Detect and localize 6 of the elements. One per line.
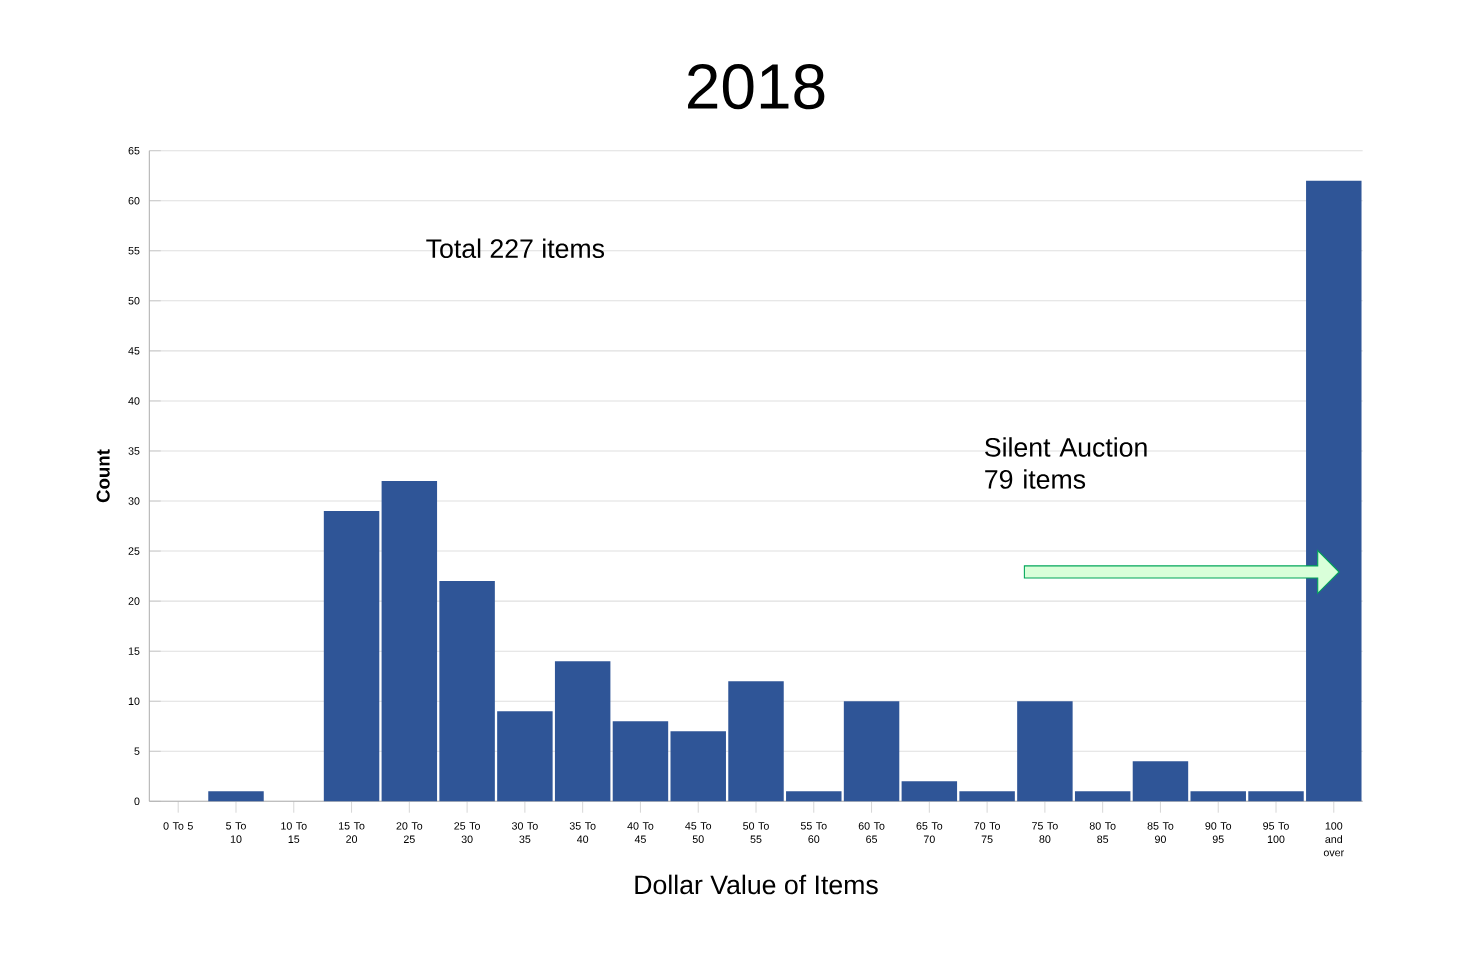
y-axis-title: Count	[96, 449, 110, 503]
annotation: Silent Auction 79 items	[985, 437, 1147, 489]
bar	[208, 791, 264, 802]
annotation: Total 227 items	[426, 238, 605, 259]
x-axis-title: Dollar Value of Items	[635, 874, 878, 895]
chart-title: 2018	[688, 63, 825, 110]
